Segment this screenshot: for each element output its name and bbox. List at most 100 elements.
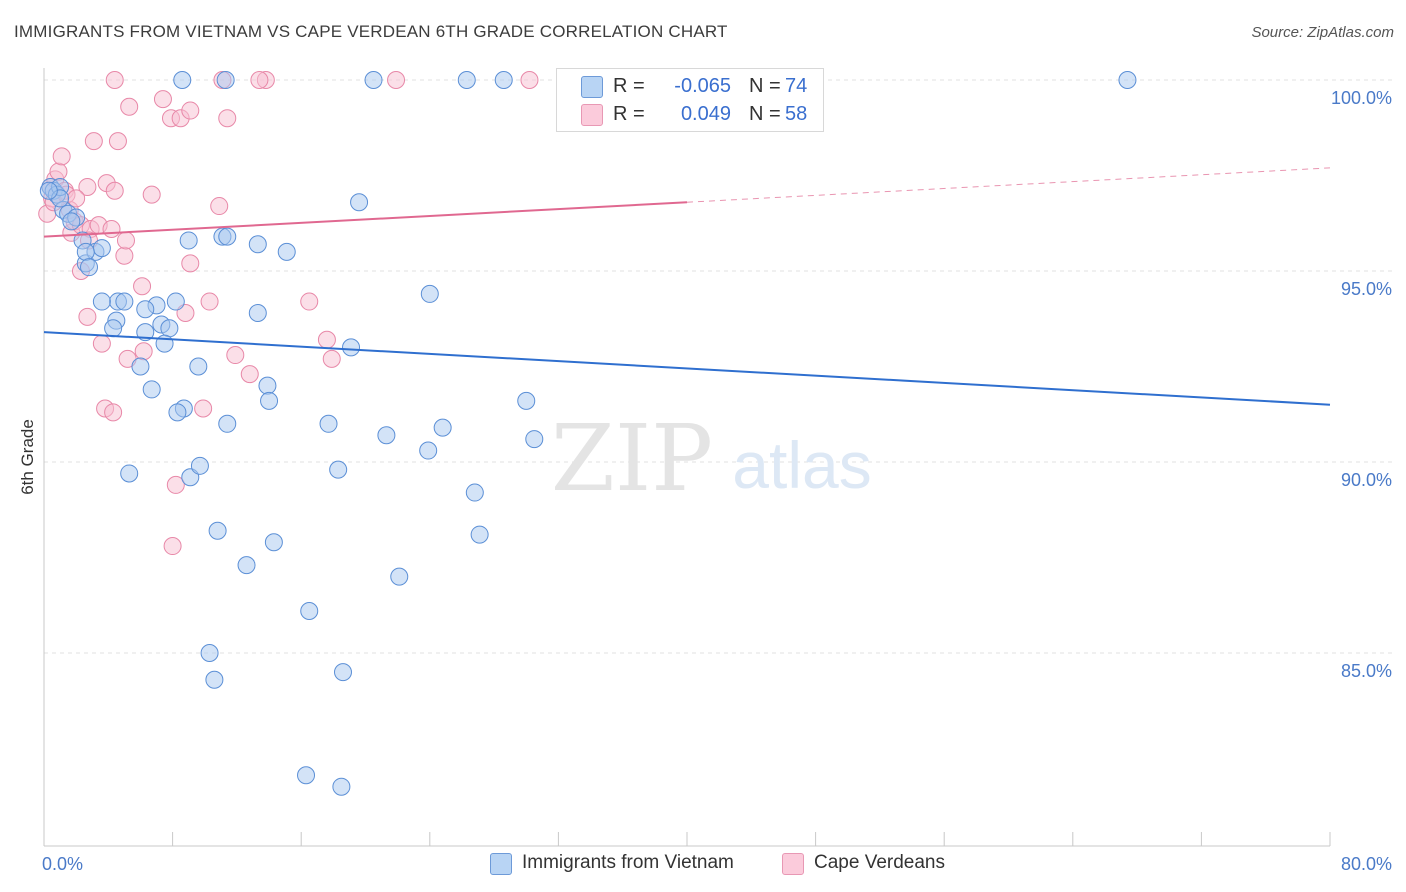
legend-r-label: R = [613,75,645,97]
cape-verdean-swatch-icon [782,853,804,875]
vietnam-point [237,556,256,575]
cape-verdean-point [142,185,161,204]
cape-verdean-point [218,109,237,128]
vietnam-point [92,292,111,311]
vietnam-point [419,441,438,460]
cape-verdean-point [176,304,195,323]
vietnam-point [525,430,544,449]
vietnam-point [457,71,476,89]
cape-verdean-point [108,132,127,151]
legend-n-label: N = [749,103,781,125]
vietnam-point [329,460,348,479]
vietnam-point [260,391,279,410]
vietnam-points [39,71,1137,796]
cape-verdean-point [78,177,97,196]
vietnam-point [216,71,235,89]
cape-verdean-point [200,292,219,311]
cape-verdean-point [226,346,245,365]
watermark-atlas: atlas [732,428,871,502]
legend-r-value: 0.049 [680,103,731,125]
cape-verdean-point [181,254,200,273]
vietnam-swatch-icon [581,76,603,98]
vietnam-point [190,456,209,475]
vietnam-point [390,567,409,586]
cape-verdean-point [387,71,406,89]
chart-title: IMMIGRANTS FROM VIETNAM VS CAPE VERDEAN … [14,22,728,41]
cape-verdean-point [520,71,539,89]
x-tick-label: 80.0% [1341,854,1392,874]
vietnam-point [160,319,179,338]
vietnam-point [136,323,155,342]
vietnam-point [76,242,95,261]
vietnam-point [332,777,351,796]
vietnam-point [189,357,208,376]
vietnam-point [218,227,237,246]
vietnam-point [168,403,187,422]
cape-verdean-point [116,231,135,250]
cape-verdean-point [250,71,269,89]
watermark: ZIP atlas [551,405,872,512]
cape-verdean-trend-line [43,201,688,238]
x-tick-label: 0.0% [42,854,83,874]
vietnam-point [104,319,123,338]
cape-verdean-point [322,349,341,368]
trend-lines [43,167,1331,406]
vietnam-point [465,483,484,502]
watermark-zip: ZIP [551,405,713,512]
cape-verdean-point [210,197,229,216]
vietnam-point [208,521,227,540]
vietnam-point [350,193,369,212]
vietnam-point [494,71,513,89]
vietnam-point [333,663,352,682]
vietnam-point [517,391,536,410]
y-tick-label: 95.0% [1341,279,1392,299]
legend-n-label: N = [749,75,781,97]
vietnam-point [319,414,338,433]
vietnam-point [277,242,296,261]
cape-verdean-point [115,246,134,265]
cape-verdean-point [105,71,124,89]
cape-verdean-point [134,342,153,361]
y-axis-title: 6th Grade [18,419,37,495]
axis-labels: 100.0% 95.0% 90.0% 85.0% 0.0% 80.0% 6th Grade [18,88,1392,874]
vietnam-point [136,300,155,319]
vietnam-point [377,426,396,445]
cape-verdean-point [240,365,259,384]
cape-verdean-point [78,307,97,326]
legend-r-label: R = [613,103,645,125]
vietnam-point [248,304,267,323]
vietnam-point [433,418,452,437]
cape-verdean-point [84,132,103,151]
vietnam-point [179,231,198,250]
vietnam-point [181,468,200,487]
cape-verdean-point [104,403,123,422]
vietnam-point [173,71,192,89]
vietnam-point [342,338,361,357]
cape-verdean-point [194,399,213,418]
cape-verdean-point [317,330,336,349]
vietnam-point [470,525,489,544]
cape-verdean-point [300,292,319,311]
vietnam-point [166,292,185,311]
vietnam-point [1118,71,1137,89]
cape-verdean-point [49,162,68,181]
vietnam-point [39,181,58,200]
cape-verdean-swatch-icon [581,104,603,126]
legend-n-value: 58 [785,103,808,125]
vietnam-point [120,464,139,483]
legend-n-value: 74 [785,75,808,97]
vietnam-point [297,766,316,785]
legend-r-value: -0.065 [674,75,731,97]
stats-legend: R = -0.065 N = 74 R = 0.049 N = 58 [556,68,824,132]
cape-verdean-point [166,475,185,494]
chart-source: Source: ZipAtlas.com [1251,24,1394,41]
cape-verdean-point [92,334,111,353]
vietnam-point [420,284,439,303]
vietnam-point [80,258,99,277]
vietnam-point [264,533,283,552]
vietnam-point [115,292,134,311]
vietnam-point [205,670,224,689]
cape-verdean-point [120,97,139,116]
cape-verdean-point [181,101,200,120]
